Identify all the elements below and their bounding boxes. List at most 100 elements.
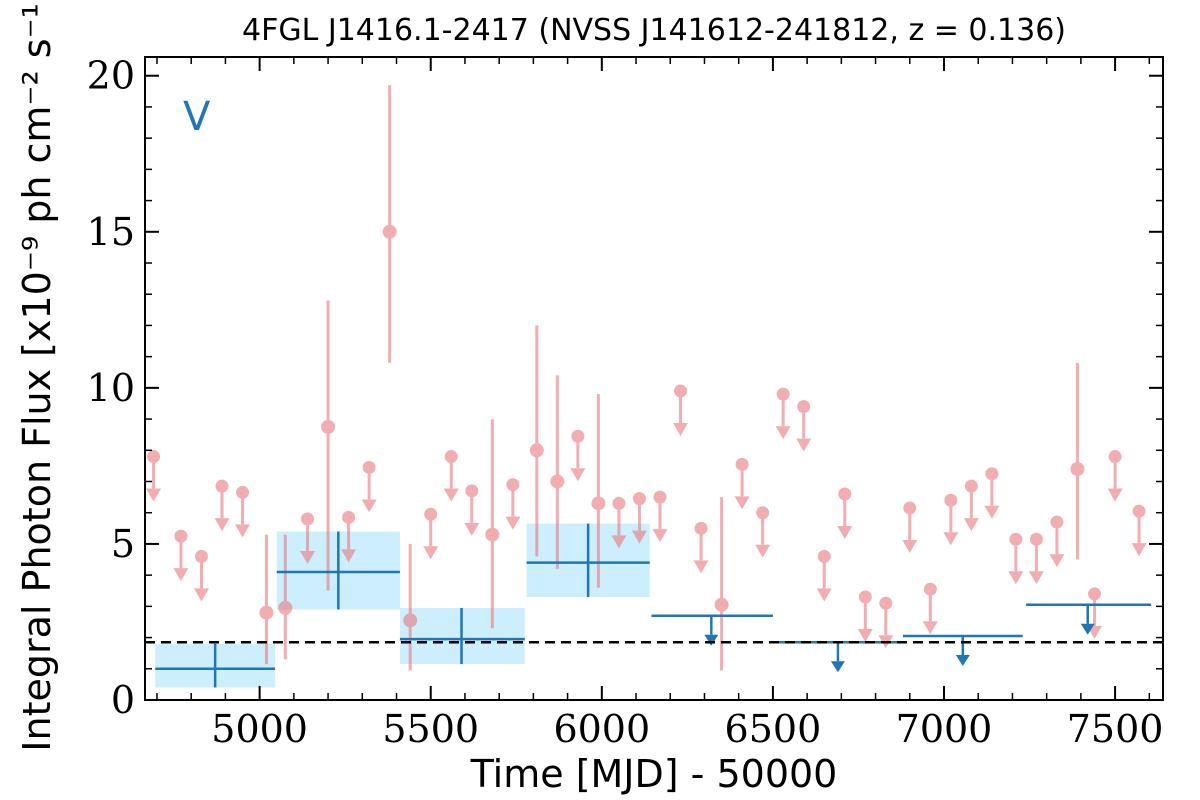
short-bin-detection-5 — [485, 419, 500, 629]
short-bin-upper-limit-8 — [423, 507, 439, 560]
short-bin-upper-limit-27 — [922, 582, 938, 635]
short-bin-upper-limit-head — [857, 628, 873, 642]
long-bin-upper-limit-3 — [1026, 603, 1152, 635]
y-axis-label: Integral Photon Flux [x10⁻⁹ ph cm⁻² s⁻¹] — [15, 0, 59, 752]
short-bin-upper-limit-36 — [1131, 504, 1147, 557]
short-bin-detection-point — [382, 224, 397, 239]
short-bin-upper-limit-23 — [837, 487, 853, 539]
short-bin-upper-limit-31 — [1008, 532, 1024, 585]
long-bin-upper-limit-head — [830, 661, 845, 673]
short-bin-detection-2 — [321, 300, 336, 591]
short-bin-upper-limit-4 — [235, 485, 251, 538]
short-bin-upper-limit-21 — [796, 400, 812, 452]
short-bin-upper-limit-head — [423, 546, 439, 560]
plot-frame — [144, 56, 1164, 701]
short-bin-upper-limit-22 — [816, 549, 832, 602]
short-bin-detection-6 — [529, 325, 544, 557]
y-tick-label: 0 — [111, 678, 135, 722]
short-bin-detection-point — [485, 527, 500, 542]
long-bin-upper-limit-head — [1080, 623, 1095, 635]
short-bin-upper-limit-20 — [775, 387, 791, 440]
short-bin-upper-limit-9 — [443, 450, 459, 502]
short-bin-detection-point — [259, 605, 274, 620]
short-bin-detection-point — [550, 474, 565, 489]
short-bin-upper-limit-head — [1008, 571, 1024, 585]
short-bin-detection-1 — [278, 534, 293, 660]
short-bin-upper-limit-point — [903, 501, 917, 515]
long-bin-upper-limit-1 — [774, 641, 900, 673]
short-bin-upper-limit-head — [902, 540, 918, 554]
short-bin-upper-limit-head — [631, 530, 647, 544]
short-bin-upper-limit-10 — [464, 484, 480, 536]
short-bin-upper-limit-head — [963, 518, 979, 532]
long-bin-detection-3 — [526, 523, 650, 597]
long-bin-upper-limit-2 — [902, 634, 1023, 667]
short-bin-upper-limit-25 — [878, 596, 894, 649]
short-bin-upper-limit-head — [341, 549, 357, 563]
x-tick-label: 5000 — [211, 707, 308, 751]
y-tick-label: 15 — [87, 210, 135, 254]
short-bin-detection-point — [714, 597, 729, 612]
short-bin-upper-limit-head — [775, 426, 791, 440]
short-bin-upper-limit-1 — [173, 529, 189, 582]
short-bin-upper-limit-head — [837, 525, 853, 539]
short-bin-upper-limit-head — [652, 529, 668, 543]
short-bin-upper-limit-head — [193, 588, 209, 602]
panel-label: V — [183, 94, 211, 140]
x-tick-label: 5500 — [382, 707, 479, 751]
short-bin-upper-limit-head — [611, 535, 627, 549]
y-tick-label: 5 — [111, 522, 135, 566]
short-bin-upper-limit-12 — [570, 429, 586, 482]
short-bin-detection-point — [403, 613, 418, 628]
short-bin-upper-limit-head — [796, 438, 812, 452]
short-bin-upper-limit-14 — [631, 492, 647, 544]
short-bin-upper-limit-17 — [693, 521, 709, 574]
short-bin-detection-9 — [714, 497, 729, 671]
short-bin-upper-limit-6 — [341, 510, 357, 563]
short-bin-upper-limit-head — [755, 544, 771, 558]
short-bin-upper-limit-29 — [963, 479, 979, 532]
short-bin-upper-limit-28 — [943, 493, 959, 546]
short-bin-upper-limit-head — [214, 518, 230, 532]
short-bin-detection-point — [1070, 462, 1085, 477]
long-bin-upper-limit-0 — [651, 614, 773, 646]
short-bin-upper-limit-head — [943, 532, 959, 546]
short-bin-detection-point — [321, 419, 336, 434]
short-bin-detection-point — [591, 496, 606, 511]
short-bin-upper-limit-head — [443, 488, 459, 502]
short-bin-upper-limit-24 — [857, 590, 873, 642]
short-bin-upper-limit-head — [1049, 554, 1065, 568]
short-bin-upper-limit-5 — [300, 512, 316, 564]
x-tick-label: 7500 — [1067, 707, 1164, 751]
short-bin-upper-limit-3 — [214, 479, 230, 532]
short-bin-upper-limit-2 — [193, 549, 209, 602]
short-bin-upper-limit-32 — [1028, 532, 1044, 585]
short-bin-detection-point — [529, 443, 544, 458]
short-bin-upper-limit-head — [1028, 571, 1044, 585]
short-bin-detection-8 — [591, 394, 606, 588]
long-bin-detection-0 — [155, 643, 276, 688]
short-bin-detection-3 — [382, 85, 397, 363]
short-bin-detection-10 — [1070, 362, 1085, 560]
short-bin-upper-limit-head — [235, 524, 251, 538]
short-bin-upper-limit-head — [734, 496, 750, 510]
short-bin-upper-limit-0 — [146, 450, 162, 502]
short-bin-upper-limit-head — [361, 499, 377, 513]
short-bin-upper-limit-head — [505, 516, 521, 530]
short-bin-upper-limit-35 — [1107, 450, 1123, 502]
short-bin-upper-limit-15 — [652, 490, 668, 543]
short-bin-upper-limit-11 — [505, 478, 521, 530]
short-bin-upper-limit-head — [1107, 488, 1123, 502]
long-bin-detection-2 — [399, 607, 525, 665]
short-bin-upper-limit-head — [693, 560, 709, 574]
axes: 5000 5500 6000 6500 7000 7500 0 5 10 15 20 — [87, 54, 1164, 751]
short-bin-upper-limit-head — [300, 550, 316, 564]
x-tick-label: 6000 — [553, 707, 650, 751]
y-tick-label: 20 — [87, 54, 135, 98]
short-bin-upper-limit-26 — [902, 501, 918, 554]
short-bin-upper-limit-head — [464, 522, 480, 536]
long-bin-upper-limit-head — [955, 655, 970, 667]
chart-title: 4FGL J1416.1-2417 (NVSS J141612-241812, … — [242, 13, 1066, 48]
short-bin-upper-limit-33 — [1049, 515, 1065, 568]
